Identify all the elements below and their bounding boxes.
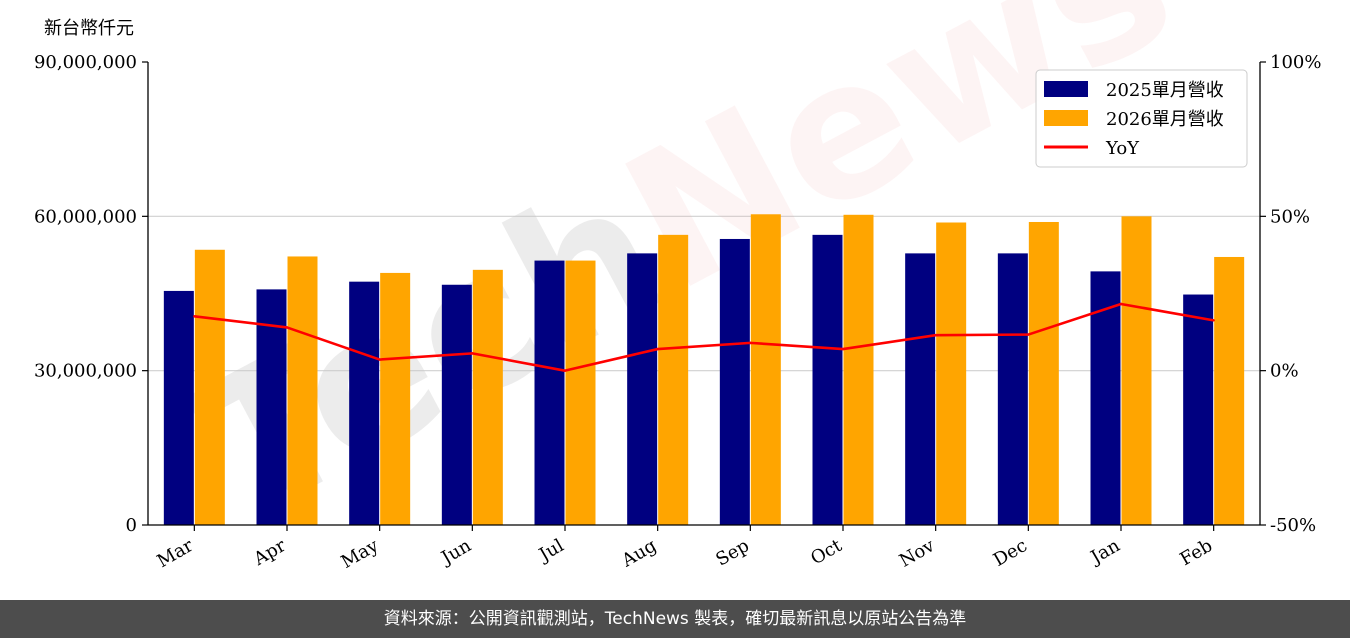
bar-2026-mar xyxy=(194,249,225,525)
bar-2026-dec xyxy=(1028,221,1059,525)
yoy-point-apr xyxy=(285,326,289,329)
legend-swatch xyxy=(1044,81,1088,97)
bars xyxy=(163,214,1245,526)
legend-label: 2025單月營收 xyxy=(1106,80,1224,101)
y-right-tick-label: 0% xyxy=(1270,361,1299,382)
x-tick-label: Nov xyxy=(896,535,939,572)
x-tick-label: Jun xyxy=(436,535,475,570)
bar-2025-jun xyxy=(441,284,472,525)
yoy-point-jul xyxy=(563,369,567,372)
legend-swatch xyxy=(1044,110,1088,126)
bar-2026-sep xyxy=(750,214,781,525)
x-tick-label: May xyxy=(338,535,383,573)
x-tick-label: Sep xyxy=(712,535,752,570)
yoy-point-sep xyxy=(749,341,752,345)
bar-2025-oct xyxy=(812,234,843,525)
gridlines xyxy=(148,215,1260,372)
bar-2026-jul xyxy=(565,260,596,525)
x-tick-label: Aug xyxy=(618,535,661,572)
bar-2025-nov xyxy=(905,253,936,525)
bar-2026-aug xyxy=(658,234,689,525)
bar-2026-jan xyxy=(1121,216,1152,526)
yoy-point-dec xyxy=(1027,333,1030,336)
y-tick-label: 60,000,000 xyxy=(34,206,137,227)
x-tick-label: Jan xyxy=(1086,535,1124,569)
yoy-point-jun xyxy=(471,352,474,355)
y-right-tick-label: 100% xyxy=(1270,52,1321,73)
bar-2025-apr xyxy=(256,289,287,525)
yoy-point-jan xyxy=(1119,302,1123,306)
y-tick-label: 30,000,000 xyxy=(34,361,137,382)
bar-2025-may xyxy=(349,281,380,525)
bar-2026-may xyxy=(380,272,411,525)
y-tick-label: 0 xyxy=(126,515,137,536)
chart-svg: TechNews 030,000,00060,000,00090,000,000… xyxy=(34,0,1322,573)
bar-2025-sep xyxy=(719,238,750,526)
yoy-line-layer xyxy=(193,302,1215,372)
bar-2025-jul xyxy=(534,260,565,525)
bar-2026-oct xyxy=(843,214,874,526)
legend-label: YoY xyxy=(1105,138,1140,159)
x-tick-label: Feb xyxy=(1176,535,1216,570)
bar-2025-aug xyxy=(627,253,658,525)
y-right-tick-label: 50% xyxy=(1270,206,1310,227)
chart-area: TechNews 0 30,000,000 60,000,000 90,000,000… xyxy=(34,0,1322,573)
bar-2025-feb xyxy=(1183,294,1214,525)
yoy-point-may xyxy=(378,358,381,361)
x-tick-label: Oct xyxy=(807,535,846,570)
legend-box xyxy=(1035,69,1248,168)
bar-2025-mar xyxy=(163,290,194,525)
y-right-tick-label: -50% xyxy=(1270,515,1316,536)
bar-2026-feb xyxy=(1214,256,1245,525)
x-tick-label: Dec xyxy=(990,535,1031,571)
bar-2025-dec xyxy=(997,253,1028,525)
x-tick-label: Jul xyxy=(534,535,568,567)
y-axis-label: 新台幣仟元 xyxy=(44,18,134,39)
legend-label: 2026單月營收 xyxy=(1106,109,1224,130)
bar-2026-nov xyxy=(936,222,967,526)
yoy-point-aug xyxy=(656,347,659,351)
bar-2026-jun xyxy=(472,269,503,525)
y-tick-label: 90,000,000 xyxy=(34,52,137,73)
bar-2026-apr xyxy=(287,256,318,525)
yoy-point-mar xyxy=(193,315,196,318)
legend: 2025單月營收 2026單月營收 YoY xyxy=(1035,69,1248,168)
x-tick-label: Mar xyxy=(154,535,198,572)
yoy-point-nov xyxy=(934,333,937,337)
yoy-point-feb xyxy=(1212,319,1215,322)
yoy-line xyxy=(194,302,1214,372)
source-footer: 資料來源：公開資訊觀測站，TechNews 製表，確切最新訊息以原站公告為準 xyxy=(0,600,1350,638)
yoy-point-oct xyxy=(841,347,845,351)
